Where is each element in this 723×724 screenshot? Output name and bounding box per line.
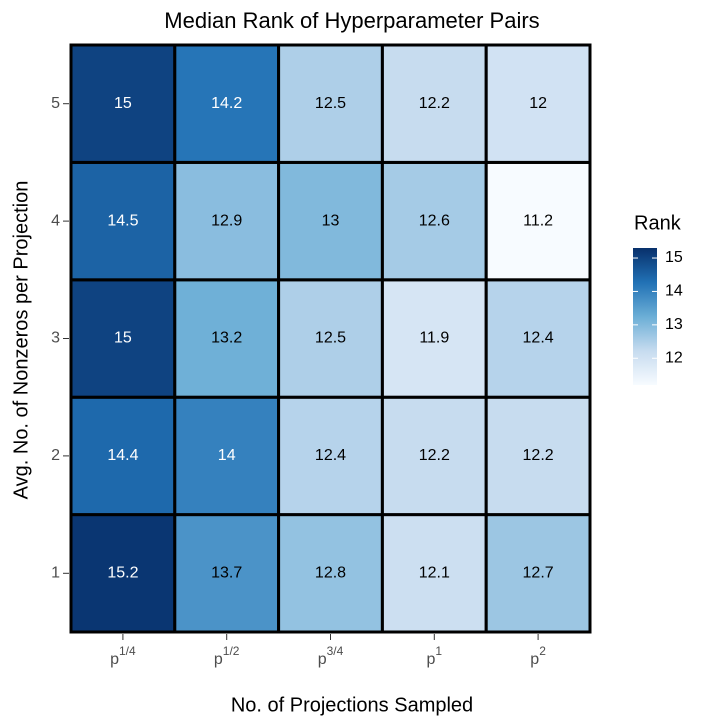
heatmap-cell bbox=[484, 278, 592, 399]
heatmap-cell bbox=[484, 43, 592, 164]
cell-label: 13.7 bbox=[211, 565, 242, 582]
x-tick-sup: 1/4 bbox=[119, 644, 136, 658]
legend-tick-label: 15 bbox=[665, 249, 683, 266]
legend-tick-label: 14 bbox=[665, 283, 683, 300]
cell-label: 11.2 bbox=[523, 212, 553, 229]
cell-label: 13 bbox=[322, 212, 340, 229]
heatmap-cell bbox=[277, 43, 384, 164]
cell-label: 13.2 bbox=[211, 330, 242, 347]
x-tick-label: p1/4 bbox=[110, 644, 136, 668]
colorbar bbox=[633, 248, 657, 385]
heatmap-cell bbox=[380, 395, 488, 517]
y-tick-label: 1 bbox=[51, 565, 60, 582]
x-tick-label: p1 bbox=[427, 644, 443, 668]
x-tick-base: p bbox=[318, 651, 327, 668]
x-tick-sup: 3/4 bbox=[327, 644, 344, 658]
heatmap-cell bbox=[173, 278, 281, 399]
heatmap-cell bbox=[173, 395, 281, 517]
x-tick-base: p bbox=[530, 651, 539, 668]
cell-label: 12 bbox=[529, 95, 547, 112]
x-tick-sup: 1 bbox=[435, 644, 442, 658]
cell-label: 14 bbox=[218, 447, 236, 464]
cell-label: 15 bbox=[114, 330, 132, 347]
heatmap-cell bbox=[173, 160, 281, 282]
cell-label: 12.7 bbox=[523, 565, 554, 582]
cell-label: 15.2 bbox=[107, 565, 138, 582]
cell-label: 12.8 bbox=[315, 565, 346, 582]
x-tick-label: p1/2 bbox=[214, 644, 240, 668]
heatmap-cell bbox=[380, 160, 488, 282]
x-tick-base: p bbox=[110, 651, 119, 668]
chart-title: Median Rank of Hyperparameter Pairs bbox=[164, 8, 539, 33]
cell-label: 14.2 bbox=[211, 95, 242, 112]
heatmap-cell bbox=[484, 513, 592, 634]
cell-label: 11.9 bbox=[419, 330, 449, 347]
y-tick-label: 3 bbox=[51, 330, 60, 347]
x-tick-label: p3/4 bbox=[318, 644, 344, 668]
x-tick-sup: 1/2 bbox=[223, 644, 240, 658]
x-axis-label: No. of Projections Sampled bbox=[231, 694, 473, 716]
cell-label: 12.5 bbox=[315, 330, 346, 347]
heatmap-cell bbox=[173, 513, 281, 634]
cell-label: 14.4 bbox=[107, 447, 138, 464]
heatmap-cell bbox=[69, 513, 177, 634]
heatmap-cell bbox=[69, 43, 177, 164]
cell-label: 15 bbox=[114, 95, 132, 112]
cell-label: 12.5 bbox=[315, 95, 346, 112]
legend-tick-label: 13 bbox=[665, 316, 683, 333]
cell-label: 12.2 bbox=[419, 447, 450, 464]
cell-label: 12.4 bbox=[523, 330, 554, 347]
heatmap-cell bbox=[484, 160, 592, 282]
x-tick-base: p bbox=[427, 651, 436, 668]
heatmap-cell bbox=[69, 160, 177, 282]
heatmap-cell bbox=[277, 278, 384, 399]
cell-label: 12.4 bbox=[315, 447, 346, 464]
heatmap-cell bbox=[277, 160, 384, 282]
cell-label: 12.6 bbox=[419, 212, 450, 229]
heatmap-cell bbox=[277, 395, 384, 517]
legend-tick-label: 12 bbox=[665, 349, 683, 366]
y-tick-label: 5 bbox=[51, 95, 60, 112]
heatmap-cell bbox=[69, 395, 177, 517]
cell-label: 12.2 bbox=[419, 95, 450, 112]
x-tick-label: p2 bbox=[530, 644, 546, 668]
y-axis-label: Avg. No. of Nonzeros per Projection bbox=[10, 181, 32, 500]
legend-title: Rank bbox=[634, 212, 682, 234]
y-tick-label: 2 bbox=[51, 447, 60, 464]
heatmap-cell bbox=[173, 43, 281, 164]
cell-label: 12.2 bbox=[523, 447, 554, 464]
x-tick-base: p bbox=[214, 651, 223, 668]
heatmap-cell bbox=[484, 395, 592, 517]
cell-label: 12.9 bbox=[211, 212, 242, 229]
cell-label: 12.1 bbox=[419, 565, 450, 582]
x-tick-sup: 2 bbox=[539, 644, 546, 658]
cell-label: 14.5 bbox=[107, 212, 138, 229]
y-tick-label: 4 bbox=[51, 212, 60, 229]
